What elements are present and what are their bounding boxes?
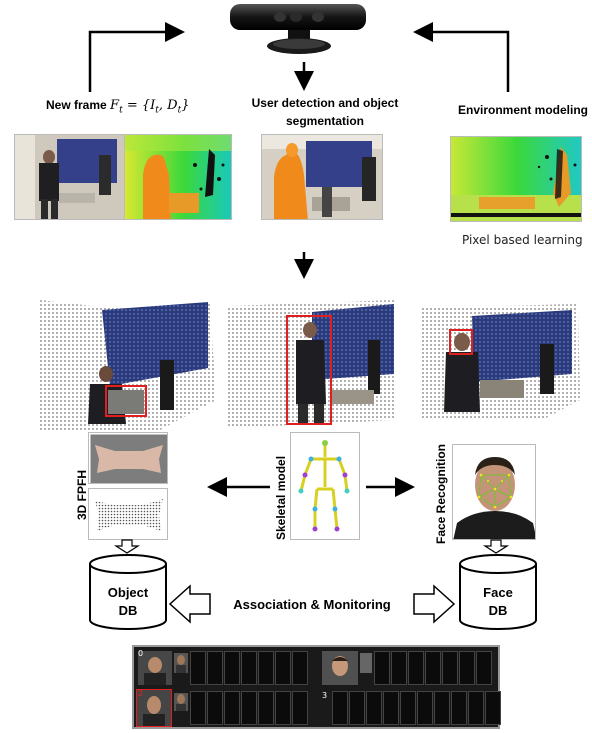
environment-depth-image: [450, 136, 582, 222]
kinect-sensor-icon: [230, 4, 366, 54]
track-slot: [442, 651, 458, 685]
track-slot: [485, 691, 501, 725]
track-slot: [451, 691, 467, 725]
environment-modeling-label: Environment modeling: [458, 103, 589, 117]
track-slot: [275, 651, 291, 685]
track-slot: [292, 651, 308, 685]
fpfh-object-image: [88, 432, 168, 484]
track-slot: [434, 691, 450, 725]
track-thumb-0: [138, 651, 172, 685]
track-slot: [417, 691, 433, 725]
track-thumb-2: [136, 689, 172, 727]
rgb-frame-image: [14, 134, 127, 220]
depth-frame-image: [124, 134, 232, 220]
track-slot: [391, 651, 407, 685]
track-id-2: 2: [138, 689, 144, 698]
track-slot: [207, 651, 223, 685]
segmentation-image: [261, 134, 383, 220]
object-db-icon: [89, 554, 167, 630]
skeleton-image: [290, 432, 360, 540]
face-db-label: Face DB: [483, 585, 513, 618]
track-slot: [468, 691, 484, 725]
track-row-bottom: [136, 689, 501, 727]
point-cloud-center: [228, 300, 398, 432]
new-frame-label: New frame Ft = {It, Dt}: [46, 98, 190, 116]
track-slot: [459, 651, 475, 685]
face-db-icon: [459, 554, 537, 630]
track-thumb-0b: [174, 653, 188, 673]
track-slot: [366, 691, 382, 725]
skeleton-icon: [298, 440, 350, 532]
track-slot: [332, 691, 348, 725]
track-row-top: [136, 649, 498, 687]
track-thumb-1b: [360, 653, 372, 673]
face-recognition-image: [452, 444, 536, 540]
object-db-label: Object DB: [107, 585, 149, 618]
track-thumb-2b: [174, 693, 188, 711]
point-cloud-right: [422, 304, 582, 422]
track-slot: [408, 651, 424, 685]
track-slot: [383, 691, 399, 725]
track-slot: [374, 651, 390, 685]
track-id-0: 0: [138, 649, 144, 658]
track-slot: [258, 691, 274, 725]
track-slot: [190, 651, 206, 685]
user-detection-label: User detection and object segmentation: [251, 96, 399, 128]
track-slot: [400, 691, 416, 725]
track-slot: [275, 691, 291, 725]
track-thumb-1: [322, 651, 358, 685]
track-slot: [425, 651, 441, 685]
track-slot: [224, 651, 240, 685]
track-slot: [476, 651, 492, 685]
track-slot: [207, 691, 223, 725]
tracking-panel: 0 2 3: [132, 645, 501, 729]
track-slot: [258, 651, 274, 685]
track-slot: [241, 691, 257, 725]
point-cloud-left: [40, 300, 220, 430]
pixel-learning-caption: Pixel based learning: [462, 233, 583, 247]
track-slot: [349, 691, 365, 725]
track-slot: [241, 651, 257, 685]
track-slot: [224, 691, 240, 725]
fpfh-cloud-image: [88, 488, 168, 540]
track-slot: [190, 691, 206, 725]
association-label: Association & Monitoring: [233, 597, 391, 612]
flow-arrows-top: [88, 22, 510, 279]
track-slot: [292, 691, 308, 725]
track-id-3: 3: [322, 691, 328, 700]
